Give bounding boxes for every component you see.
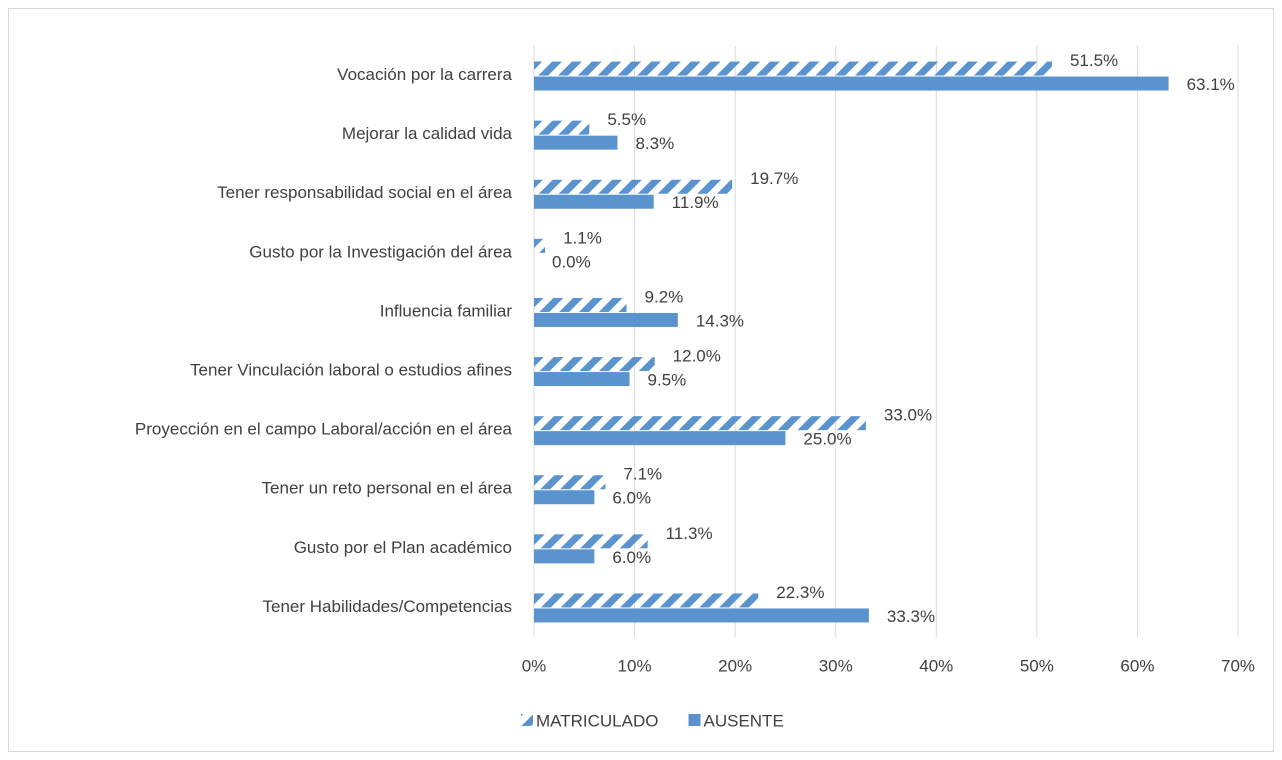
bar	[534, 534, 648, 549]
y-tick-label: Tener Habilidades/Competencias	[263, 597, 512, 616]
bar	[534, 135, 618, 150]
legend-label: AUSENTE	[703, 711, 783, 730]
chart-border	[8, 8, 1274, 752]
data-label: 25.0%	[803, 430, 851, 449]
bar	[534, 593, 759, 608]
x-tick-label: 70%	[1221, 656, 1255, 675]
y-tick-label: Tener Vinculación laboral o estudios afi…	[190, 361, 512, 380]
data-label: 19.7%	[750, 169, 798, 188]
bar	[534, 238, 546, 253]
bar	[534, 372, 630, 387]
bar	[534, 297, 627, 312]
data-label: 6.0%	[612, 548, 651, 567]
bar	[534, 179, 733, 194]
bar	[534, 357, 655, 372]
y-tick-label: Gusto por la Investigación del área	[249, 242, 512, 261]
bar	[534, 76, 1169, 91]
bar	[534, 194, 654, 209]
data-label: 14.3%	[696, 311, 744, 330]
legend-swatch	[521, 714, 533, 726]
data-label: 22.3%	[776, 583, 824, 602]
legend-swatch	[688, 714, 701, 726]
data-label: 11.3%	[666, 524, 713, 543]
data-label: 9.2%	[645, 287, 684, 306]
x-tick-label: 30%	[819, 656, 853, 675]
bar	[534, 475, 606, 490]
x-tick-label: 0%	[522, 656, 547, 675]
y-tick-label: Gusto por el Plan académico	[294, 538, 512, 557]
y-tick-label: Mejorar la calidad vida	[342, 124, 513, 143]
data-label: 6.0%	[612, 489, 651, 508]
bar	[534, 312, 678, 327]
legend-label: MATRICULADO	[536, 711, 658, 730]
data-label: 51.5%	[1070, 51, 1118, 70]
bar	[534, 608, 869, 623]
data-label: 5.5%	[607, 110, 646, 129]
x-tick-label: 60%	[1120, 656, 1154, 675]
x-tick-label: 50%	[1020, 656, 1054, 675]
data-label: 9.5%	[648, 371, 687, 390]
bar	[534, 416, 866, 431]
y-tick-label: Influencia familiar	[380, 301, 513, 320]
data-label: 33.0%	[884, 406, 932, 425]
x-tick-label: 10%	[618, 656, 652, 675]
y-tick-label: Tener responsabilidad social en el área	[217, 183, 512, 202]
data-label: 1.1%	[563, 228, 602, 247]
data-label: 8.3%	[635, 134, 674, 153]
bar	[534, 549, 595, 564]
x-tick-label: 40%	[919, 656, 953, 675]
y-tick-label: Proyección en el campo Laboral/acción en…	[135, 420, 513, 439]
data-label: 33.3%	[887, 607, 935, 626]
y-tick-label: Tener un reto personal en el área	[262, 479, 513, 498]
y-tick-label: Vocación por la carrera	[337, 65, 512, 84]
bar	[534, 120, 590, 135]
bar	[534, 61, 1052, 76]
bar	[534, 490, 595, 505]
data-label: 11.9%	[672, 193, 719, 212]
bar	[534, 431, 786, 446]
x-tick-label: 20%	[718, 656, 752, 675]
data-label: 12.0%	[673, 347, 721, 366]
data-label: 7.1%	[623, 465, 662, 484]
data-label: 63.1%	[1187, 75, 1235, 94]
data-label: 0.0%	[552, 252, 591, 271]
